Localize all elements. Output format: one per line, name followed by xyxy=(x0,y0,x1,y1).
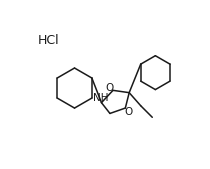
Text: HCl: HCl xyxy=(38,34,59,47)
Text: O: O xyxy=(106,83,114,93)
Text: O: O xyxy=(124,107,133,117)
Text: NH: NH xyxy=(93,93,109,103)
